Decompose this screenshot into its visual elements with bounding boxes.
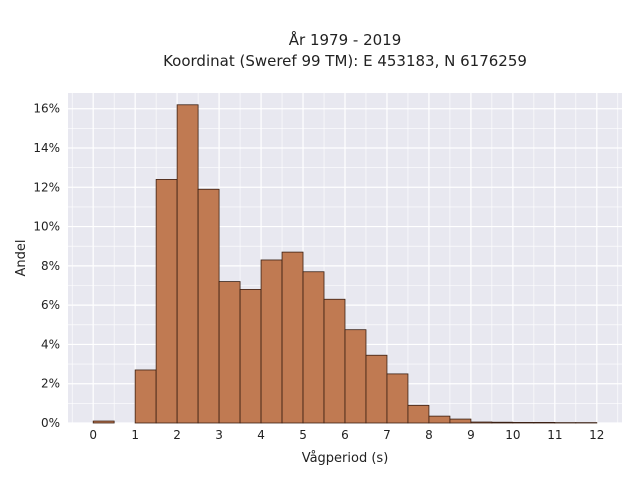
y-tick-label: 16% xyxy=(33,102,60,116)
chart-title: År 1979 - 2019 xyxy=(289,30,402,49)
histogram-bar xyxy=(470,421,493,424)
x-tick-label: 12 xyxy=(589,428,604,442)
y-tick-label: 8% xyxy=(41,259,60,273)
y-axis-label: Andel xyxy=(14,240,29,277)
x-tick-label: 2 xyxy=(173,428,181,442)
x-tick-label: 7 xyxy=(383,428,391,442)
histogram-bar xyxy=(92,420,115,424)
x-axis-label: Vågperiod (s) xyxy=(302,451,389,466)
histogram-bar xyxy=(155,179,178,424)
y-tick-labels: 0% 2% 4% 6% 8% 10% 12% 14% 16% xyxy=(33,102,60,430)
histogram-bar xyxy=(386,373,409,424)
y-tick-label: 12% xyxy=(33,180,60,194)
y-tick-label: 0% xyxy=(41,416,60,430)
x-tick-label: 6 xyxy=(341,428,349,442)
histogram-bar xyxy=(281,251,304,424)
histogram-bar xyxy=(533,422,556,424)
x-tick-label: 1 xyxy=(131,428,139,442)
x-tick-label: 5 xyxy=(299,428,307,442)
histogram-bar xyxy=(323,298,346,424)
histogram-bar xyxy=(365,354,388,424)
y-tick-label: 14% xyxy=(33,141,60,155)
histogram-bar xyxy=(302,271,325,424)
x-tick-label: 9 xyxy=(467,428,475,442)
x-tick-labels: 0 1 2 3 4 5 6 7 8 9 10 11 12 xyxy=(89,428,604,442)
x-tick-label: 8 xyxy=(425,428,433,442)
histogram-bar xyxy=(260,259,283,424)
histogram-bar xyxy=(512,422,535,424)
x-tick-label: 10 xyxy=(505,428,520,442)
x-tick-label: 11 xyxy=(547,428,562,442)
y-tick-label: 10% xyxy=(33,220,60,234)
y-tick-label: 4% xyxy=(41,337,60,351)
histogram-bar xyxy=(344,329,367,424)
x-tick-label: 0 xyxy=(89,428,97,442)
histogram-bar xyxy=(449,418,472,424)
histogram-bar xyxy=(176,104,199,424)
x-tick-label: 4 xyxy=(257,428,265,442)
histogram-bar xyxy=(218,281,241,424)
x-tick-label: 3 xyxy=(215,428,223,442)
bars xyxy=(92,104,598,424)
histogram-bar xyxy=(134,369,157,424)
histogram-bar xyxy=(239,289,262,424)
histogram-bar xyxy=(428,415,451,424)
y-tick-label: 2% xyxy=(41,377,60,391)
chart-subtitle: Koordinat (Sweref 99 TM): E 453183, N 61… xyxy=(163,52,527,70)
histogram-bar xyxy=(491,421,514,424)
histogram-bar xyxy=(407,404,430,424)
y-tick-label: 6% xyxy=(41,298,60,312)
histogram-bar xyxy=(197,188,220,424)
